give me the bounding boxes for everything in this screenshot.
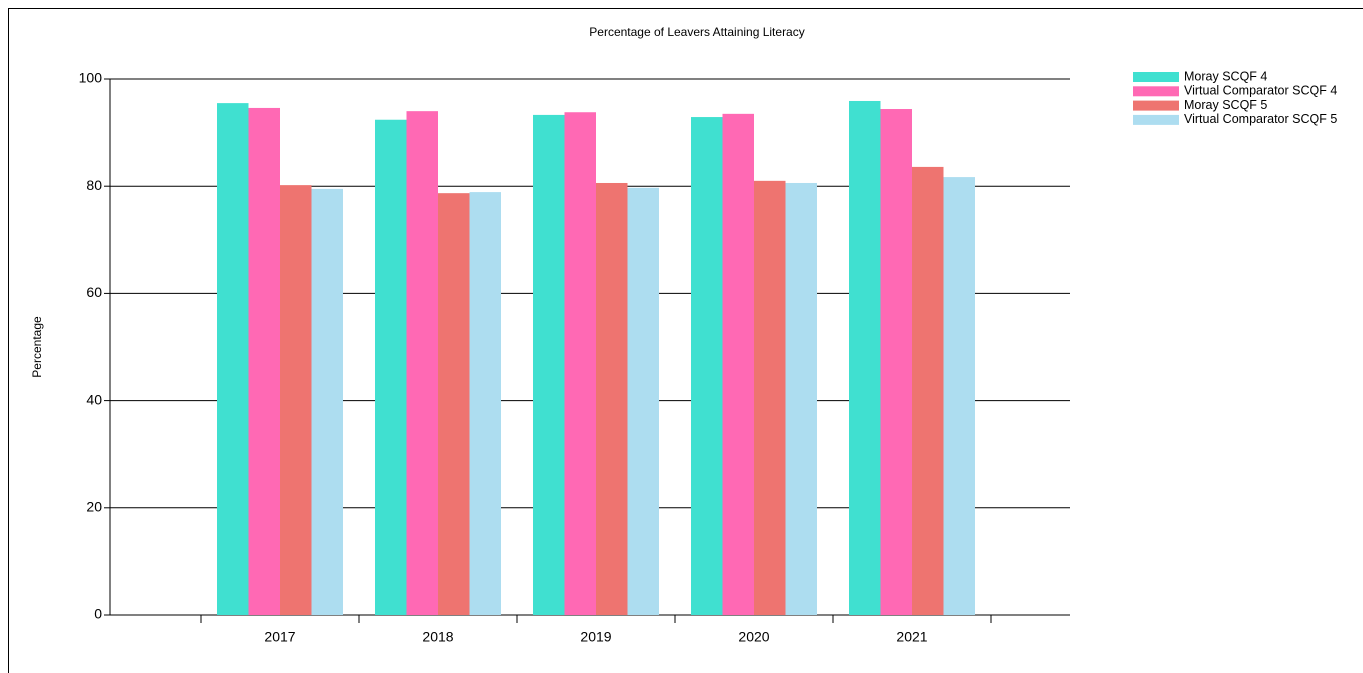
legend-label: Moray SCQF 5 xyxy=(1184,98,1267,112)
legend-swatch xyxy=(1133,86,1179,97)
bar xyxy=(406,111,438,615)
bar xyxy=(438,193,470,615)
y-tick-label: 0 xyxy=(94,606,102,622)
legend-swatch xyxy=(1133,100,1179,111)
x-tick-label: 2020 xyxy=(738,629,769,645)
bar xyxy=(564,112,596,616)
y-tick-label: 20 xyxy=(86,499,102,515)
bar xyxy=(849,100,881,615)
bar xyxy=(311,188,343,615)
legend-label: Virtual Comparator SCQF 4 xyxy=(1184,84,1337,98)
x-tick-label: 2017 xyxy=(264,629,295,645)
bar xyxy=(533,114,565,616)
bar xyxy=(217,103,249,616)
chart-title: Percentage of Leavers Attaining Literacy xyxy=(589,25,804,39)
bar xyxy=(722,113,754,615)
y-tick-label: 80 xyxy=(86,177,102,193)
legend-swatch xyxy=(1133,72,1179,82)
bar xyxy=(280,185,312,616)
bar xyxy=(691,117,723,615)
bar xyxy=(596,182,628,615)
x-tick-label: 2021 xyxy=(896,629,927,645)
legend-swatch xyxy=(1133,114,1179,125)
y-tick-label: 100 xyxy=(79,70,103,86)
bar xyxy=(469,192,501,615)
legend-label: Virtual Comparator SCQF 5 xyxy=(1184,112,1337,126)
bar xyxy=(375,119,407,616)
y-tick-label: 60 xyxy=(86,284,102,300)
bar xyxy=(880,109,912,616)
bar xyxy=(943,177,975,615)
bar xyxy=(754,180,786,615)
bar xyxy=(627,187,659,616)
bar xyxy=(912,166,944,616)
y-axis-label: Percentage xyxy=(30,316,44,378)
bar xyxy=(248,107,280,615)
legend-label: Moray SCQF 4 xyxy=(1184,69,1267,83)
x-tick-label: 2018 xyxy=(422,629,453,645)
y-tick-label: 40 xyxy=(86,391,102,407)
frame xyxy=(8,8,1363,673)
bar xyxy=(785,182,817,615)
x-tick-label: 2019 xyxy=(580,629,611,645)
